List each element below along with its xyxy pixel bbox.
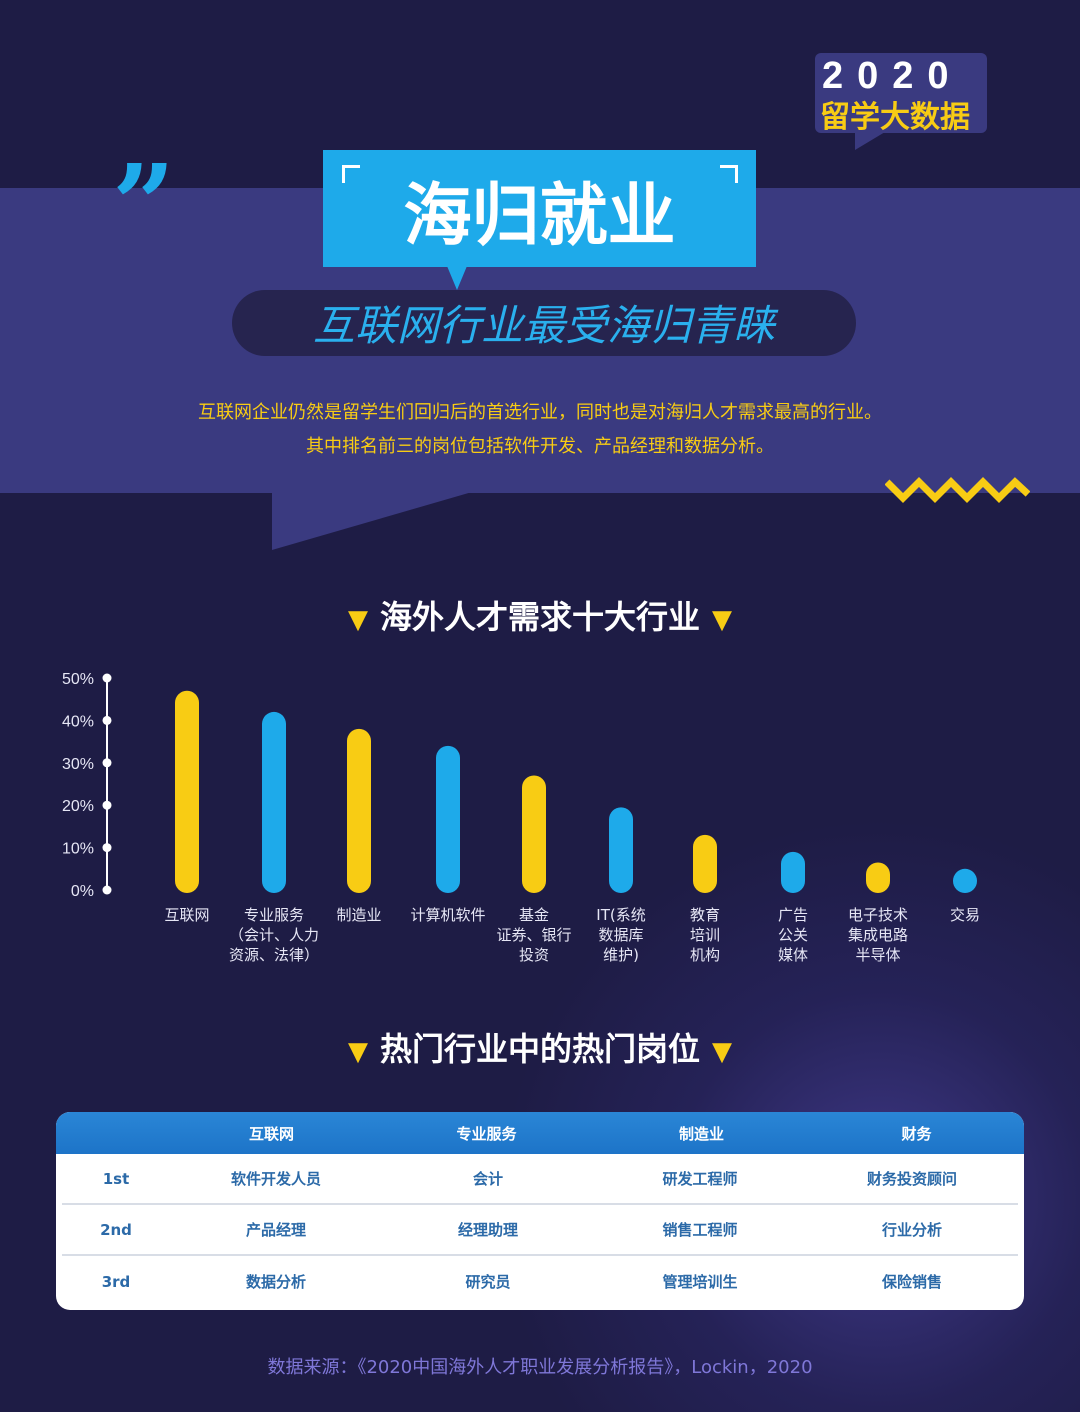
bar — [781, 851, 805, 893]
y-tick-dot — [102, 673, 112, 683]
bracket-icon — [342, 165, 360, 183]
x-tick-label: （会计、人力 — [229, 926, 319, 944]
description-line: 其中排名前三的岗位包括软件开发、产品经理和数据分析。 — [306, 436, 774, 457]
bracket-icon — [720, 165, 738, 183]
rank-cell: 2nd — [100, 1220, 132, 1239]
x-tick-label: 半导体 — [855, 946, 900, 964]
bar — [866, 862, 890, 893]
y-tick-dot — [102, 800, 112, 810]
table-header: 互联网 专业服务 制造业 财务 — [56, 1112, 1024, 1154]
table-cell: 产品经理 — [245, 1221, 306, 1239]
table-cell: 保险销售 — [881, 1273, 942, 1291]
x-tick-label: 专业服务 — [244, 906, 304, 924]
y-tick-dot — [102, 843, 112, 853]
bar — [436, 745, 460, 893]
triangle-icon: ▼ — [712, 1037, 732, 1067]
x-tick-label: 教育 — [690, 906, 720, 924]
bar — [693, 834, 717, 893]
table-cell: 会计 — [472, 1170, 503, 1188]
description-line: 互联网企业仍然是留学生们回归后的首选行业，同时也是对海归人才需求最高的行业。 — [198, 402, 882, 423]
y-tick-label: 0% — [71, 883, 94, 900]
x-tick-label: 资源、法律） — [229, 946, 319, 964]
bar — [262, 711, 286, 893]
header-cell: 专业服务 — [456, 1124, 517, 1143]
header-cell: 互联网 — [248, 1124, 294, 1143]
title-box-tail — [447, 266, 467, 290]
page-title: 海归就业 — [403, 177, 676, 256]
x-tick-label: 公关 — [778, 926, 808, 944]
chart-title-text: 海外人才需求十大行业 — [379, 598, 700, 636]
y-tick-label: 30% — [62, 756, 94, 773]
data-source: 数据来源：《2020中国海外人才职业发展分析报告》，Lockin，2020 — [267, 1357, 813, 1378]
page-subtitle: 互联网行业最受海归青睐 — [312, 301, 775, 350]
quote-icon: ” — [112, 140, 176, 269]
x-tick-label: 媒体 — [778, 946, 808, 964]
y-tick-label: 10% — [62, 841, 94, 858]
year-badge — [815, 53, 987, 133]
x-tick-label: 计算机软件 — [410, 906, 485, 924]
jobs-table: 互联网 专业服务 制造业 财务 1st 软件开发人员 会计 研发工程师 财务投资… — [56, 1112, 1024, 1310]
table-row: 1st 软件开发人员 会计 研发工程师 财务投资顾问 — [62, 1154, 1018, 1205]
zigzag-decoration — [885, 477, 1030, 503]
header-cell: 制造业 — [678, 1124, 724, 1143]
table-title: ▼ 热门行业中的热门岗位 ▼ — [0, 1024, 1080, 1070]
table-cell: 软件开发人员 — [230, 1170, 321, 1188]
x-tick-label: 培训 — [690, 926, 720, 944]
table-cell: 数据分析 — [245, 1273, 306, 1291]
table-cell: 管理培训生 — [662, 1273, 738, 1291]
x-tick-label: 互联网 — [164, 906, 209, 924]
triangle-icon: ▼ — [347, 605, 368, 635]
badge-subtitle: 留学大数据 — [820, 100, 970, 135]
y-tick-label: 20% — [62, 798, 94, 815]
triangle-icon: ▼ — [712, 605, 732, 635]
x-tick-label: 交易 — [950, 906, 980, 924]
x-tick-label: 维护) — [603, 946, 639, 964]
rank-cell: 3rd — [101, 1272, 131, 1291]
chart-title: ▼ 海外人才需求十大行业 ▼ — [0, 592, 1080, 638]
badge-year: 2020 — [822, 55, 963, 97]
bar — [347, 728, 371, 893]
table-cell: 研发工程师 — [662, 1170, 738, 1188]
header-cell: 财务 — [901, 1124, 932, 1143]
x-tick-label: 投资 — [519, 946, 549, 964]
subtitle-pill — [232, 290, 856, 356]
bar — [522, 775, 546, 893]
bar — [175, 690, 199, 893]
x-tick-label: 电子技术 — [848, 906, 908, 924]
bar — [953, 868, 977, 893]
table-title-text: 热门行业中的热门岗位 — [379, 1030, 700, 1068]
table-cell: 财务投资顾问 — [866, 1170, 957, 1188]
table-cell: 研究员 — [465, 1273, 511, 1291]
title-box — [323, 150, 756, 267]
table-row: 3rd 数据分析 研究员 管理培训生 保险销售 — [62, 1256, 1018, 1307]
y-tick-dot — [102, 758, 112, 768]
table-row: 2nd 产品经理 经理助理 销售工程师 行业分析 — [62, 1205, 1018, 1256]
y-tick-dot — [102, 715, 112, 725]
year-badge-tail — [855, 132, 885, 150]
rank-cell: 1st — [102, 1169, 130, 1188]
x-tick-label: 集成电路 — [848, 926, 908, 944]
triangle-icon: ▼ — [347, 1037, 368, 1067]
header-band-tail — [272, 492, 472, 550]
table-cell: 行业分析 — [881, 1221, 942, 1239]
table-cell: 销售工程师 — [662, 1221, 738, 1239]
y-tick-label: 40% — [62, 713, 94, 730]
x-tick-label: 机构 — [690, 946, 720, 964]
x-tick-label: 证券、银行 — [496, 926, 571, 944]
x-tick-label: IT(系统 — [596, 906, 645, 924]
x-tick-label: 基金 — [519, 906, 549, 924]
table-cell: 经理助理 — [457, 1221, 518, 1239]
y-tick-label: 50% — [62, 671, 94, 688]
x-tick-label: 广告 — [778, 906, 808, 924]
x-tick-label: 制造业 — [336, 906, 381, 924]
bar — [609, 807, 633, 893]
y-tick-dot — [102, 885, 112, 895]
x-tick-label: 数据库 — [598, 926, 643, 944]
